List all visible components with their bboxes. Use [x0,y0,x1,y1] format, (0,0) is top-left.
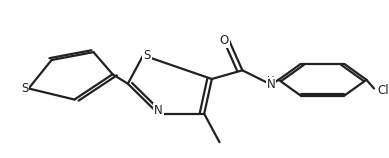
Text: O: O [220,34,229,47]
Text: N: N [154,104,163,117]
Text: S: S [21,82,28,95]
Text: S: S [143,49,151,62]
Text: N: N [266,78,275,91]
Text: Cl: Cl [378,84,389,97]
Text: H: H [267,76,275,86]
